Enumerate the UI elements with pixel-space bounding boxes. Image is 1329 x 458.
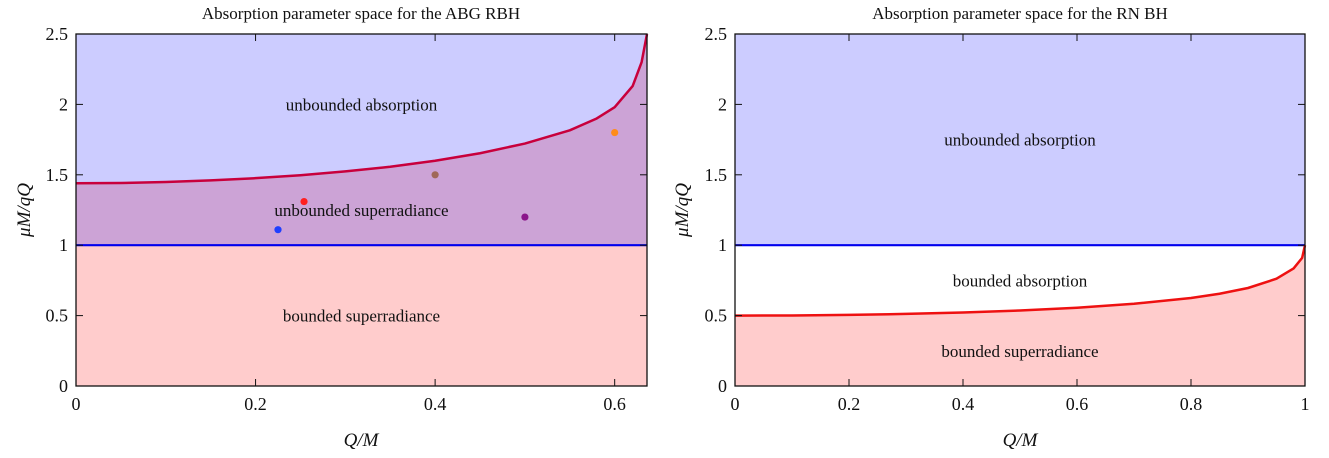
left-y-tick-label: 0.5 xyxy=(46,306,69,326)
left-y-tick-label: 0 xyxy=(59,376,68,396)
left-data-point-3 xyxy=(431,171,439,179)
left-y-tick-label: 1.5 xyxy=(46,165,69,185)
left-x-tick-label: 0.6 xyxy=(603,394,626,414)
left-boundary-curve xyxy=(75,33,649,185)
right-x-tick-label: 0.4 xyxy=(952,394,975,414)
left-y-axis-label: μM/qQ xyxy=(14,183,35,238)
left-points-group xyxy=(274,128,619,234)
right-y-tick-label: 1.5 xyxy=(705,165,728,185)
left-x-tick-label: 0.4 xyxy=(424,394,447,414)
left-x-axis-label: Q/M xyxy=(344,430,380,451)
right-label-bounded-superradiance: bounded superradiance xyxy=(941,342,1098,361)
right-x-tick-label: 0.6 xyxy=(1066,394,1089,414)
right-region-bounded-superradiance xyxy=(735,245,1305,386)
right-x-tick-label: 0 xyxy=(731,394,740,414)
right-chart-title: Absorption parameter space for the RN BH xyxy=(872,4,1168,23)
right-x-tick-label: 0.2 xyxy=(838,394,861,414)
left-y-tick-label: 2.5 xyxy=(46,24,69,44)
left-y-tick-label: 1 xyxy=(59,235,68,255)
left-label-bounded-superradiance: bounded superradiance xyxy=(283,307,440,326)
left-label-unbounded-superradiance: unbounded superradiance xyxy=(274,201,448,220)
left-region-unbounded-absorption xyxy=(76,34,647,184)
left-label-unbounded-absorption: unbounded absorption xyxy=(286,95,438,114)
right-chart: Absorption parameter space for the RN BH… xyxy=(672,4,1310,451)
right-x-tick-label: 0.8 xyxy=(1180,394,1203,414)
right-ticks-group: 0 0.2 0.4 0.6 0.8 1 0 0.5 1 1.5 2 2.5 xyxy=(705,24,1310,414)
left-x-tick-label: 0 xyxy=(72,394,81,414)
right-y-tick-label: 0 xyxy=(718,376,727,396)
right-y-tick-label: 0.5 xyxy=(705,306,728,326)
left-data-point-5 xyxy=(611,128,619,137)
right-y-tick-label: 2.5 xyxy=(705,24,728,44)
left-chart: Absorption parameter space for the ABG R… xyxy=(14,4,649,451)
left-region-unbounded-superradiance xyxy=(76,34,647,246)
right-y-tick-label: 1 xyxy=(718,235,727,255)
right-label-bounded-absorption: bounded absorption xyxy=(953,271,1088,290)
left-data-point-2 xyxy=(300,197,308,206)
right-plot-frame xyxy=(734,33,1306,387)
right-x-tick-label: 1 xyxy=(1301,394,1310,414)
left-region-bounded-superradiance xyxy=(76,245,647,386)
left-plot-frame xyxy=(75,33,648,387)
left-x-tick-label: 0.2 xyxy=(244,394,267,414)
right-y-axis-label: μM/qQ xyxy=(672,183,693,238)
right-region-unbounded-absorption xyxy=(735,34,1305,246)
left-data-point-4 xyxy=(521,213,529,221)
left-y-tick-label: 2 xyxy=(59,94,68,114)
right-x-axis-label: Q/M xyxy=(1003,430,1039,451)
right-region-bounded-absorption xyxy=(735,245,1305,316)
right-label-unbounded-absorption: unbounded absorption xyxy=(944,131,1096,150)
right-boundary-curve xyxy=(734,244,1307,317)
right-y-tick-label: 2 xyxy=(718,94,727,114)
left-ticks-group: 0 0.2 0.4 0.6 0 0.5 1 1.5 2 2.5 xyxy=(46,24,647,414)
left-chart-title: Absorption parameter space for the ABG R… xyxy=(202,4,520,23)
left-data-point-1 xyxy=(274,226,282,234)
